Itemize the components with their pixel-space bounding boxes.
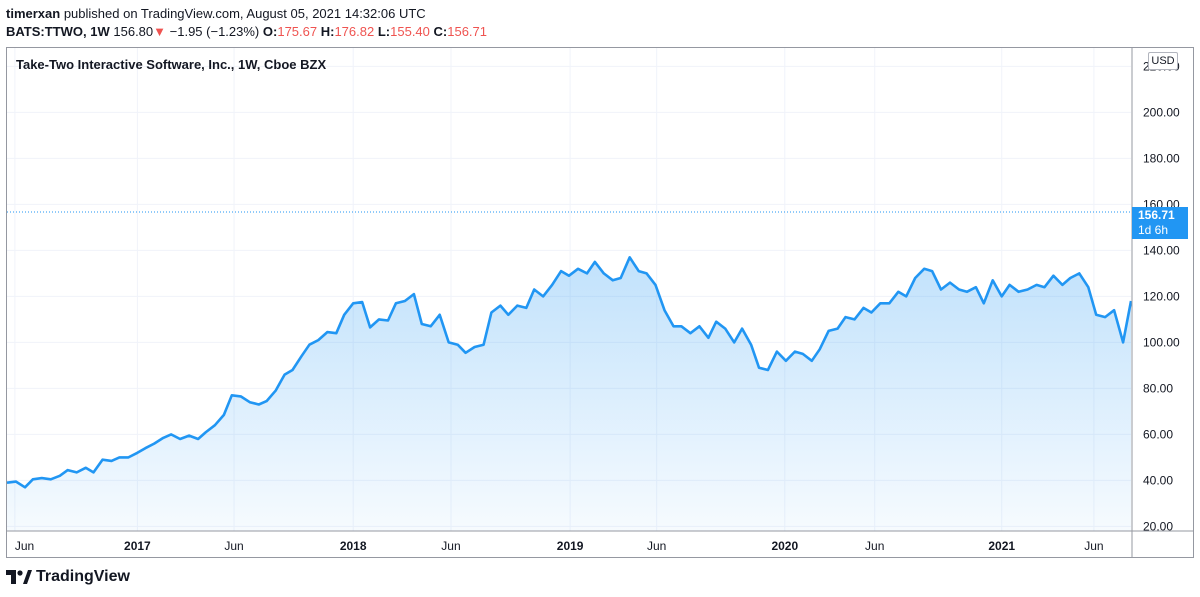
publish-info: timerxan published on TradingView.com, A… (6, 5, 487, 22)
publisher-name[interactable]: timerxan (6, 6, 61, 21)
published-text: published on TradingView.com, August 05,… (63, 6, 426, 21)
x-tick-label: Jun (647, 539, 666, 553)
bar-countdown: 1d 6h (1138, 223, 1169, 237)
publish-header: timerxan published on TradingView.com, A… (6, 5, 487, 40)
currency-button[interactable]: USD (1148, 52, 1178, 70)
x-axis: Jun 2017 Jun 2018 Jun 2019 Jun 2020 Jun 2021 Jun (15, 539, 1104, 553)
low-label: L: (377, 24, 391, 39)
symbol: BATS:TTWO, 1W (6, 24, 110, 39)
x-tick-label: Jun (1084, 539, 1103, 553)
y-tick-label: 80.00 (1143, 381, 1173, 395)
y-tick-label: 140.00 (1143, 243, 1180, 257)
y-tick-label: 200.00 (1143, 105, 1180, 119)
y-tick-label: 20.00 (1143, 519, 1173, 533)
x-tick-label: 2021 (988, 539, 1015, 553)
x-tick-label: 2019 (557, 539, 584, 553)
brand-name: TradingView (36, 568, 130, 585)
y-tick-label: 60.00 (1143, 427, 1173, 441)
x-tick-label: 2017 (124, 539, 151, 553)
chart-title: Take-Two Interactive Software, Inc., 1W,… (16, 57, 327, 72)
x-tick-label: 2018 (340, 539, 367, 553)
quote-line: BATS:TTWO, 1W 156.80▼ −1.95 (−1.23%) O:1… (6, 23, 487, 40)
y-tick-label: 100.00 (1143, 335, 1180, 349)
y-tick-label: 120.00 (1143, 289, 1180, 303)
y-axis: 20.0040.0060.0080.00100.00120.00140.0016… (1143, 59, 1180, 533)
x-tick-label: Jun (224, 539, 243, 553)
last-price-label: 156.71 (1138, 208, 1175, 222)
x-tick-label: Jun (441, 539, 460, 553)
open-value: 175.67 (277, 24, 318, 39)
high-label: H: (320, 24, 335, 39)
close-value: 156.71 (447, 24, 487, 39)
down-arrow-icon: ▼ (153, 24, 167, 39)
x-tick-label: Jun (15, 539, 34, 553)
price-area-fill (7, 257, 1131, 531)
price-line (6, 256, 1133, 489)
x-tick-label: 2020 (771, 539, 798, 553)
last-price-tag: 156.71 1d 6h (1132, 207, 1188, 239)
change: −1.95 (−1.23%) (169, 24, 260, 39)
low-value: 155.40 (390, 24, 430, 39)
x-tick-label: Jun (865, 539, 884, 553)
tradingview-logo[interactable]: TradingView (6, 568, 130, 586)
y-tick-label: 40.00 (1143, 473, 1173, 487)
last-price: 156.80 (113, 24, 154, 39)
y-tick-label: 180.00 (1143, 151, 1180, 165)
chart-frame[interactable] (6, 47, 1194, 558)
high-value: 176.82 (334, 24, 375, 39)
tradingview-logo-icon (6, 570, 32, 584)
open-label: O: (262, 24, 278, 39)
close-label: C: (433, 24, 448, 39)
